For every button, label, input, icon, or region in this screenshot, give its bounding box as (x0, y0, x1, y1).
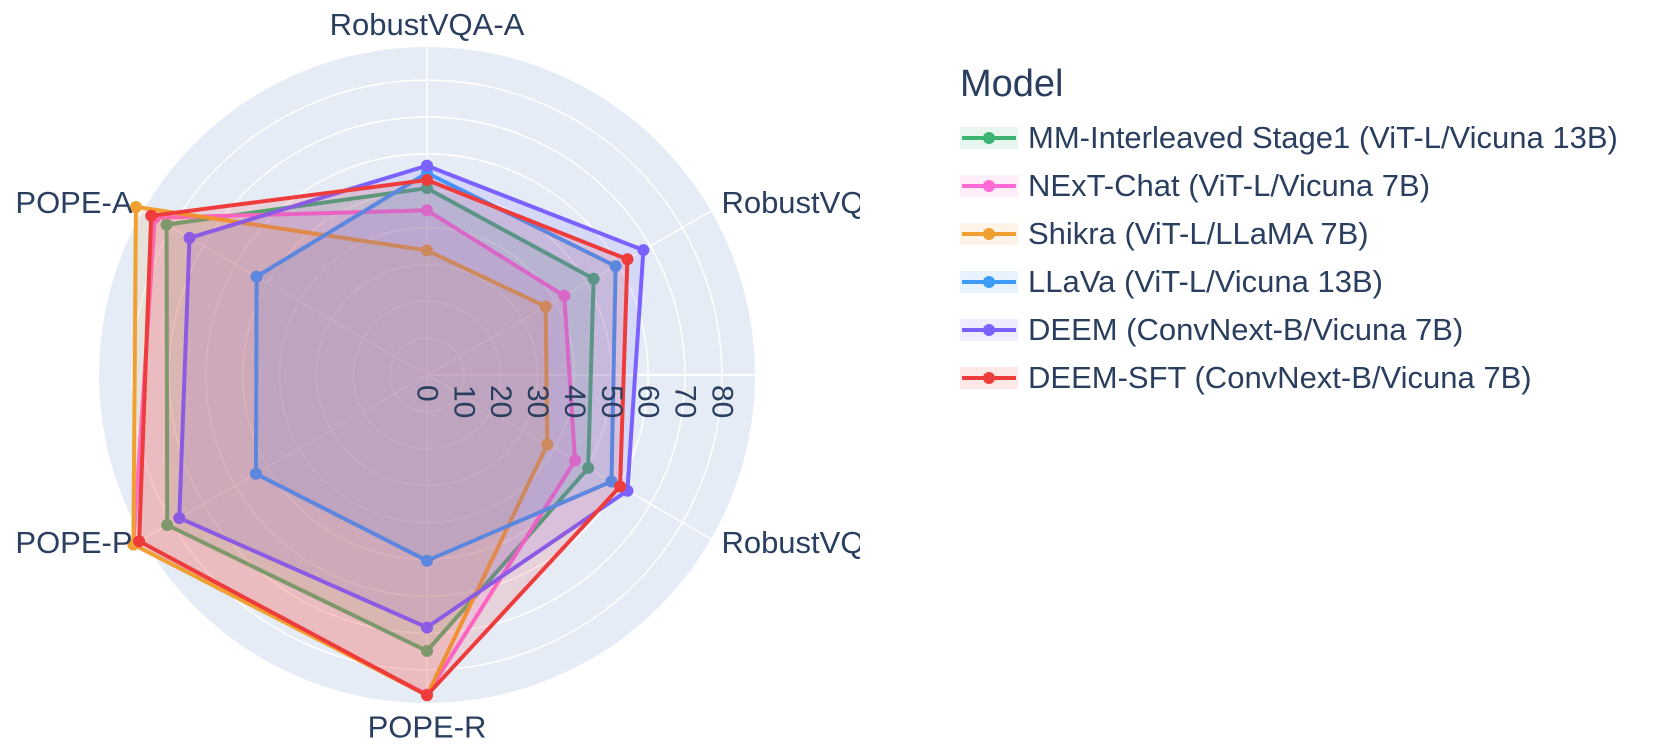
data-point (609, 260, 622, 273)
series-5 (133, 174, 634, 702)
radar-series (127, 159, 650, 702)
series-4 (173, 159, 650, 634)
data-point (421, 204, 433, 217)
data-point (558, 289, 571, 302)
data-point (582, 462, 595, 475)
radial-tick-label: 80 (705, 385, 738, 418)
radial-tick-label: 0 (411, 385, 444, 402)
legend-label: MM-Interleaved Stage1 (ViT-L/Vicuna 13B) (1028, 120, 1618, 155)
angular-gridline (142, 374, 428, 540)
data-point (637, 244, 650, 257)
data-point (173, 511, 186, 524)
data-point (160, 218, 173, 231)
legend: Model MM-Interleaved Stage1 (ViT-L/Vicun… (960, 62, 1618, 402)
legend-label: NExT-Chat (ViT-L/Vicuna 7B) (1028, 168, 1431, 203)
radial-tick-label: 50 (595, 385, 628, 418)
data-point (539, 300, 552, 313)
data-point (183, 231, 196, 244)
series-3 (249, 167, 622, 567)
legend-item[interactable]: NExT-Chat (ViT-L/Vicuna 7B) (960, 162, 1618, 210)
data-point (421, 174, 433, 187)
legend-label: LLaVa (ViT-L/Vicuna 13B) (1028, 264, 1384, 299)
data-point (587, 272, 600, 285)
data-point (621, 253, 634, 266)
radial-tick-label: 70 (668, 385, 701, 418)
data-point (421, 554, 433, 567)
data-point (614, 480, 627, 493)
legend-label: Shikra (ViT-L/LLaMA 7B) (1028, 216, 1369, 251)
angular-gridline (426, 374, 712, 540)
data-point (421, 621, 433, 634)
axis-label: RobustVQA-V (721, 525, 860, 560)
legend-swatch (960, 271, 1018, 293)
axis-label: RobustVQA-R (721, 185, 860, 220)
data-point (133, 535, 146, 548)
radial-tick-label: 60 (632, 385, 665, 418)
legend-swatch (960, 367, 1018, 389)
legend-label: DEEM-SFT (ConvNext-B/Vicuna 7B) (1028, 360, 1532, 395)
data-point (421, 645, 433, 658)
radial-tick-labels: 0 10 20 30 40 50 60 70 80 (411, 385, 739, 418)
angular-axis-labels: RobustVQA-A RobustVQA-R RobustVQA-V POPE-R P… (15, 7, 860, 744)
legend-item[interactable]: Shikra (ViT-L/LLaMA 7B) (960, 210, 1618, 258)
radial-tick-label: 30 (521, 385, 554, 418)
legend-swatch (960, 175, 1018, 197)
data-point (249, 467, 262, 480)
legend-item[interactable]: DEEM (ConvNext-B/Vicuna 7B) (960, 306, 1618, 354)
legend-swatch (960, 319, 1018, 341)
legend-item[interactable]: LLaVa (ViT-L/Vicuna 13B) (960, 258, 1618, 306)
radial-tick-label: 20 (484, 385, 517, 418)
legend-item[interactable]: MM-Interleaved Stage1 (ViT-L/Vicuna 13B) (960, 114, 1618, 162)
axis-label: POPE-P (15, 525, 132, 560)
legend-item[interactable]: DEEM-SFT (ConvNext-B/Vicuna 7B) (960, 354, 1618, 402)
radial-tick-label: 40 (558, 385, 591, 418)
legend-title: Model (960, 63, 1064, 105)
data-point (129, 200, 142, 213)
data-point (569, 454, 582, 467)
data-point (421, 244, 433, 257)
data-point (541, 438, 554, 451)
axis-label: POPE-A (15, 185, 132, 220)
axis-label: POPE-R (368, 709, 487, 744)
legend-label: DEEM (ConvNext-B/Vicuna 7B) (1028, 312, 1464, 347)
legend-swatch (960, 127, 1018, 149)
data-point (161, 518, 174, 531)
legend-swatch (960, 223, 1018, 245)
data-point (145, 209, 158, 222)
axis-label: RobustVQA-A (330, 7, 525, 42)
legend-items: MM-Interleaved Stage1 (ViT-L/Vicuna 13B)… (960, 114, 1618, 402)
data-point (250, 270, 263, 283)
radial-tick-label: 10 (447, 385, 480, 418)
data-point (421, 689, 433, 702)
data-point (421, 159, 433, 172)
